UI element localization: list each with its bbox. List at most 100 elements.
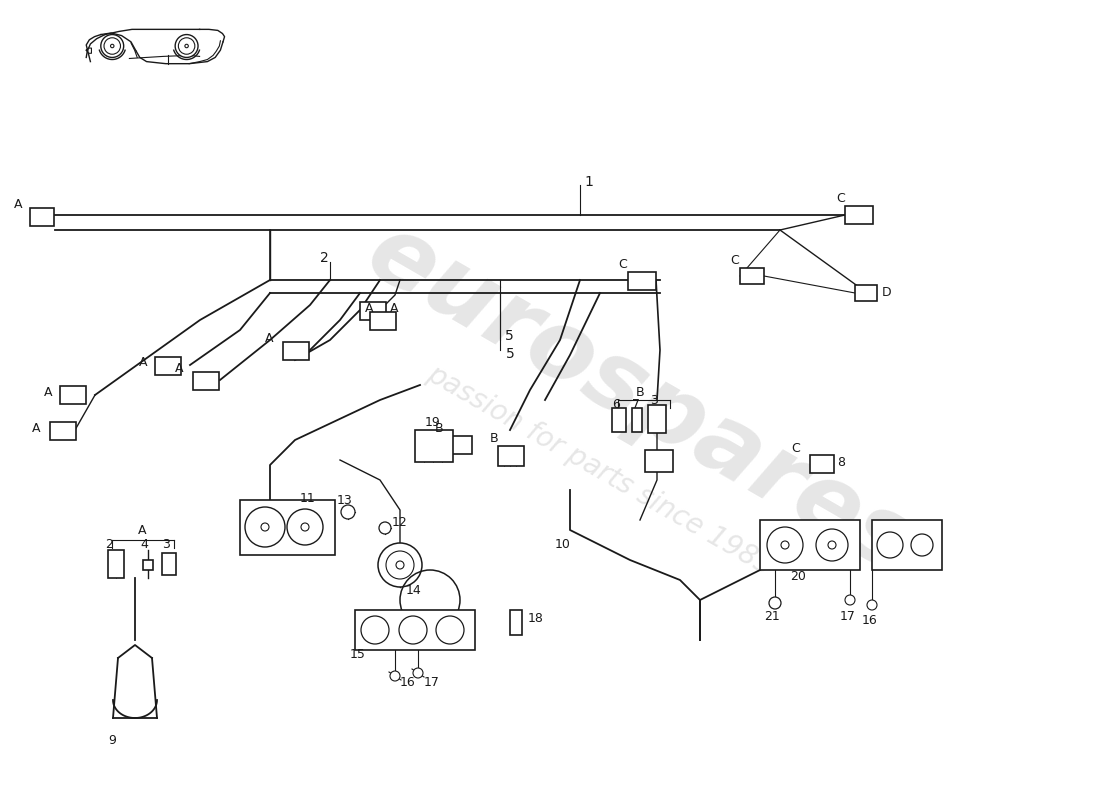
Text: 7: 7	[632, 398, 640, 411]
Text: A: A	[13, 198, 22, 210]
Bar	[162, 553, 176, 575]
Bar	[355, 610, 475, 650]
Bar	[740, 268, 764, 284]
Circle shape	[361, 616, 389, 644]
Circle shape	[104, 38, 121, 54]
Circle shape	[781, 541, 789, 549]
Text: 4: 4	[140, 538, 147, 550]
Bar	[192, 372, 219, 390]
Text: C: C	[836, 191, 845, 205]
Bar	[648, 405, 666, 433]
Text: 12: 12	[392, 515, 408, 529]
Circle shape	[101, 34, 123, 58]
Bar	[155, 357, 182, 375]
Text: 10: 10	[556, 538, 571, 551]
Bar	[628, 272, 656, 290]
Text: 17: 17	[840, 610, 856, 622]
Bar	[810, 455, 834, 473]
Circle shape	[816, 529, 848, 561]
Circle shape	[245, 507, 285, 547]
Bar	[845, 206, 873, 224]
Bar	[872, 520, 942, 570]
Circle shape	[845, 595, 855, 605]
Bar	[283, 342, 309, 360]
Text: A: A	[175, 362, 183, 374]
Text: B: B	[490, 431, 498, 445]
Circle shape	[767, 527, 803, 563]
Circle shape	[110, 44, 114, 48]
Bar	[855, 285, 877, 301]
Text: 17: 17	[424, 675, 440, 689]
Bar	[645, 450, 673, 472]
Text: 2: 2	[104, 538, 113, 550]
Circle shape	[379, 522, 390, 534]
Text: 15: 15	[350, 649, 366, 662]
Text: 9: 9	[108, 734, 115, 746]
Circle shape	[386, 551, 414, 579]
Circle shape	[378, 543, 422, 587]
Text: A: A	[139, 357, 147, 370]
Text: 8: 8	[837, 455, 845, 469]
Text: 11: 11	[300, 491, 316, 505]
Circle shape	[877, 532, 903, 558]
Circle shape	[178, 38, 195, 54]
Text: 16: 16	[400, 675, 416, 689]
Text: 2: 2	[320, 251, 329, 265]
Circle shape	[390, 671, 400, 681]
Bar	[360, 302, 386, 320]
Text: 21: 21	[764, 610, 780, 622]
Bar	[108, 550, 124, 578]
Bar	[50, 422, 76, 440]
Text: A: A	[44, 386, 52, 399]
Circle shape	[867, 600, 877, 610]
Text: 13: 13	[337, 494, 353, 506]
Text: eurospares: eurospares	[351, 206, 930, 594]
Circle shape	[769, 597, 781, 609]
Text: 3: 3	[162, 538, 169, 550]
Text: 18: 18	[528, 611, 543, 625]
Text: A: A	[365, 302, 374, 314]
Bar	[240, 500, 336, 555]
Bar	[60, 386, 86, 404]
Bar	[415, 430, 453, 462]
Text: C: C	[618, 258, 627, 270]
Text: C: C	[791, 442, 800, 454]
Text: 1: 1	[584, 175, 593, 189]
Text: A: A	[138, 523, 146, 537]
Circle shape	[911, 534, 933, 556]
Text: 3: 3	[650, 394, 658, 406]
Text: B: B	[434, 422, 443, 434]
Bar	[760, 520, 860, 570]
Circle shape	[185, 44, 188, 48]
Bar	[143, 560, 153, 570]
Circle shape	[261, 523, 270, 531]
Text: A: A	[32, 422, 40, 434]
Bar	[632, 408, 642, 432]
Text: passion for parts since 1985: passion for parts since 1985	[422, 359, 778, 581]
Bar	[370, 312, 396, 330]
Circle shape	[399, 616, 427, 644]
Text: C: C	[730, 254, 739, 267]
Text: 6: 6	[612, 398, 620, 411]
Bar	[498, 446, 524, 466]
Bar	[30, 208, 54, 226]
Text: 5: 5	[506, 347, 515, 361]
Text: 16: 16	[862, 614, 878, 626]
Circle shape	[341, 505, 355, 519]
Text: 20: 20	[790, 570, 806, 582]
Text: A: A	[264, 331, 273, 345]
Text: 19: 19	[425, 415, 441, 429]
Text: 14: 14	[406, 583, 421, 597]
Circle shape	[436, 616, 464, 644]
Text: A: A	[390, 302, 398, 314]
Circle shape	[287, 509, 323, 545]
Circle shape	[301, 523, 309, 531]
Text: 5: 5	[505, 329, 514, 343]
Bar	[612, 408, 626, 432]
Bar	[510, 610, 522, 635]
Circle shape	[828, 541, 836, 549]
Text: D: D	[882, 286, 892, 298]
Circle shape	[175, 34, 198, 58]
Text: B: B	[636, 386, 645, 398]
Circle shape	[412, 668, 424, 678]
